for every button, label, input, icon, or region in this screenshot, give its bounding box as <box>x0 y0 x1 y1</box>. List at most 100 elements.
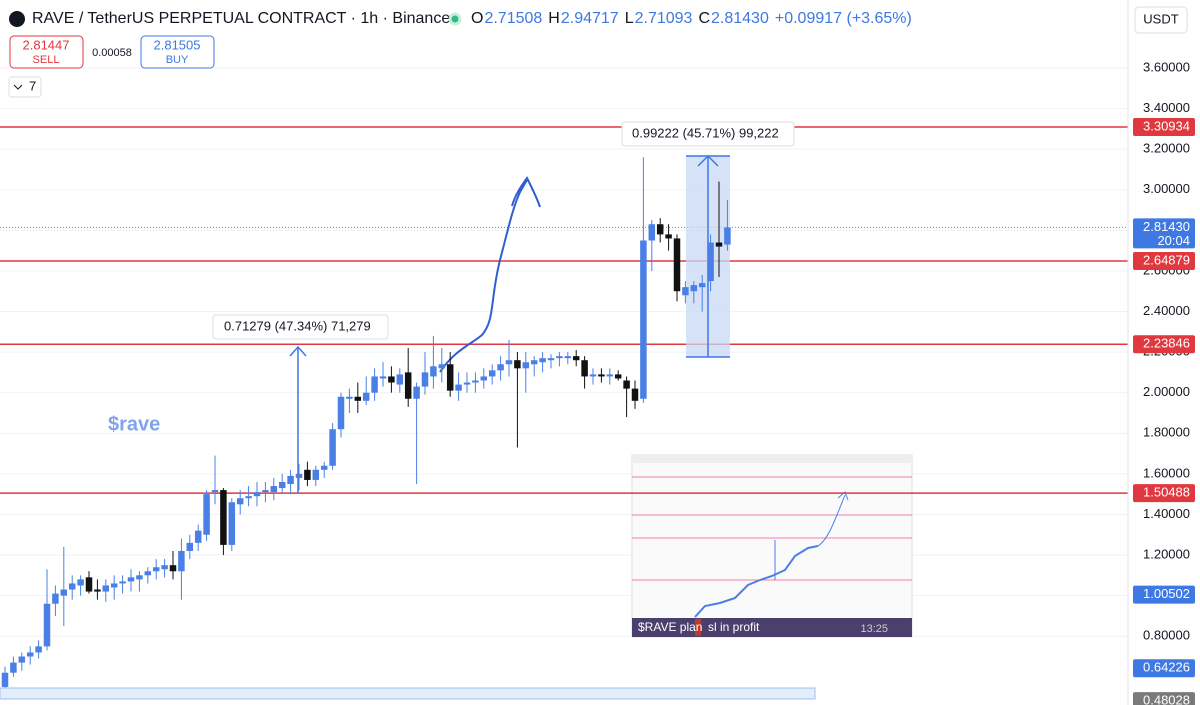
price-tag-label: 2.64879 <box>1143 252 1190 267</box>
candle-body <box>26 652 34 657</box>
inset-image: $RAVE plan sl in profit 13:25 <box>631 454 913 638</box>
y-tick-label: 3.60000 <box>1143 59 1190 74</box>
candle-body <box>337 396 345 430</box>
buy-label[interactable]: BUY <box>166 54 189 66</box>
status-dot <box>448 12 462 26</box>
candle-body <box>186 542 194 551</box>
candle-body <box>430 366 437 377</box>
candle-body <box>438 364 446 369</box>
candle-body <box>203 494 210 535</box>
candle-body <box>488 370 496 377</box>
price-tag-label: 0.48028 <box>1143 693 1190 705</box>
change: +0.09917 (+3.65%) <box>775 10 912 27</box>
candle-body <box>245 496 252 499</box>
candle-body <box>10 662 17 673</box>
candle-body <box>220 490 227 545</box>
candle-body <box>472 380 479 383</box>
y-tick-label: 2.00000 <box>1143 384 1190 399</box>
inset-time: 13:25 <box>860 623 888 635</box>
y-tick-label: 1.40000 <box>1143 506 1190 521</box>
candle-body <box>656 224 664 235</box>
candle-body <box>396 374 404 385</box>
candle-body <box>455 384 462 391</box>
candle-body <box>178 550 185 572</box>
measure-label: 0.99222 (45.71%) 99,222 <box>632 125 779 140</box>
ohlc-value: 2.94717 <box>561 10 619 27</box>
candle-body <box>547 358 555 361</box>
measure-tool: 0.71279 (47.34%) 71,279 <box>212 314 389 493</box>
price-tag-label: 1.50488 <box>1143 485 1190 500</box>
inset-caption: $RAVE plan <box>638 620 702 634</box>
candle-body <box>144 571 152 576</box>
y-tick-label: 3.00000 <box>1143 181 1190 196</box>
candle-body <box>60 589 68 596</box>
candle-body <box>724 227 731 245</box>
candle-body <box>614 374 622 379</box>
candle-body <box>379 376 387 379</box>
y-tick-label: 1.80000 <box>1143 425 1190 440</box>
candle-body <box>631 388 639 401</box>
candle-body <box>665 234 672 239</box>
candle-body <box>35 646 42 653</box>
currency[interactable]: USDT <box>1143 11 1178 26</box>
candle-body <box>194 530 202 543</box>
candle-body <box>606 374 614 377</box>
ohlc-value: 2.71093 <box>635 10 693 27</box>
candle-body <box>228 502 236 545</box>
price-tag <box>1133 659 1195 678</box>
candle-body <box>388 376 395 383</box>
candle-body <box>698 283 706 288</box>
inset-note: sl in profit <box>708 620 760 634</box>
candle-body <box>640 240 647 399</box>
currency-button[interactable] <box>1134 6 1188 34</box>
candle-body <box>572 356 580 361</box>
candle-body <box>43 603 51 647</box>
candle-body <box>690 285 698 292</box>
candle-body <box>446 364 454 391</box>
sell-button[interactable] <box>9 35 84 69</box>
price-tag <box>1133 335 1195 354</box>
candle-body <box>514 360 521 369</box>
candle-body <box>556 356 563 359</box>
price-tag <box>1133 252 1195 271</box>
spread: 0.00058 <box>92 47 132 59</box>
candle-body <box>589 374 597 377</box>
price-tag-label: 2.81430 <box>1143 219 1190 234</box>
candle-body <box>136 575 143 580</box>
candle-body <box>102 585 110 592</box>
buy-price[interactable]: 2.81505 <box>154 37 201 52</box>
candle-body <box>85 577 93 592</box>
sell-price[interactable]: 2.81447 <box>23 37 70 52</box>
candle-body <box>362 392 370 401</box>
candle-body <box>253 492 261 497</box>
price-tag-time: 20:04 <box>1157 233 1190 248</box>
candle-body <box>278 481 286 489</box>
candle-body <box>329 429 336 466</box>
ohlc-value: 2.71508 <box>484 10 542 27</box>
candle-body <box>707 242 714 282</box>
buy-button[interactable] <box>140 35 215 69</box>
price-tag-label: 3.30934 <box>1143 118 1190 133</box>
candle-body <box>598 374 605 377</box>
indicator-toggle[interactable] <box>8 76 42 98</box>
price-tag-label: 1.00502 <box>1143 586 1190 601</box>
candle-body <box>169 565 177 572</box>
price-tag <box>1133 692 1195 705</box>
candle-body <box>127 577 135 582</box>
candle-body <box>119 581 126 584</box>
candle-body <box>539 358 546 363</box>
y-tick-label: 1.60000 <box>1143 465 1190 480</box>
candle-body <box>623 380 630 389</box>
y-tick-label: 2.40000 <box>1143 303 1190 318</box>
indicator-count[interactable]: 7 <box>29 78 36 93</box>
candle-body <box>18 656 26 663</box>
candle-body <box>346 396 353 399</box>
sell-label[interactable]: SELL <box>33 54 60 66</box>
ohlc-key: O <box>471 10 483 27</box>
candle-body <box>287 475 294 485</box>
candle-body <box>77 579 84 586</box>
candle-body <box>421 372 429 387</box>
candle-body <box>295 473 303 478</box>
candle-body <box>505 360 513 365</box>
